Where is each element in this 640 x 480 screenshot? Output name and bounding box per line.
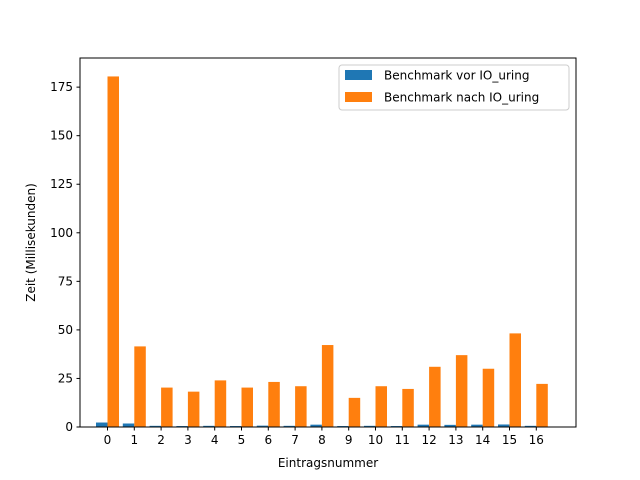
x-tick-label: 15 bbox=[502, 433, 517, 447]
y-axis: 0 25 50 75 100 125 150 175 bbox=[50, 80, 80, 434]
x-tick-label: 2 bbox=[157, 433, 165, 447]
x-tick-label: 7 bbox=[291, 433, 299, 447]
bar-before-16 bbox=[524, 425, 537, 427]
bar-after-7 bbox=[295, 386, 307, 427]
x-tick-label: 6 bbox=[264, 433, 272, 447]
bar-before-14 bbox=[471, 424, 483, 427]
bar-before-4 bbox=[203, 425, 215, 427]
bar-after-12 bbox=[429, 366, 441, 427]
bar-after-15 bbox=[509, 333, 521, 427]
bar-after-2 bbox=[161, 387, 173, 427]
bar-after-3 bbox=[187, 391, 200, 427]
legend-label-before: Benchmark vor IO_uring bbox=[384, 69, 529, 83]
bar-after-11 bbox=[402, 388, 414, 427]
bars-layer bbox=[96, 76, 548, 427]
bar-before-1 bbox=[122, 423, 135, 427]
x-tick-label: 13 bbox=[448, 433, 463, 447]
x-tick-label: 16 bbox=[529, 433, 544, 447]
bar-after-10 bbox=[375, 386, 387, 427]
bar-after-6 bbox=[268, 381, 280, 427]
x-tick-label: 10 bbox=[368, 433, 383, 447]
y-tick-label: 175 bbox=[50, 80, 73, 94]
plot-frame bbox=[79, 57, 577, 428]
x-axis: 0 1 2 3 4 5 6 7 8 9 10 11 12 13 14 15 16 bbox=[104, 427, 544, 447]
bar-after-14 bbox=[482, 368, 495, 427]
y-tick-label: 75 bbox=[58, 274, 73, 288]
bar-before-12 bbox=[417, 424, 430, 427]
legend: Benchmark vor IO_uring Benchmark nach IO… bbox=[338, 64, 570, 111]
x-tick-label: 5 bbox=[238, 433, 246, 447]
y-tick-label: 100 bbox=[50, 226, 73, 240]
legend-label-after: Benchmark nach IO_uring bbox=[384, 91, 539, 105]
bar-after-0 bbox=[107, 76, 119, 427]
bar-after-13 bbox=[455, 355, 468, 427]
x-tick-label: 11 bbox=[395, 433, 410, 447]
bar-before-7 bbox=[283, 425, 296, 427]
x-tick-label: 8 bbox=[318, 433, 326, 447]
bar-after-4 bbox=[214, 380, 227, 427]
x-tick-label: 14 bbox=[475, 433, 490, 447]
bar-before-15 bbox=[498, 424, 510, 427]
y-tick-label: 25 bbox=[58, 371, 73, 385]
bar-after-8 bbox=[321, 345, 334, 427]
bar-after-5 bbox=[241, 387, 253, 427]
bar-before-8 bbox=[310, 424, 322, 427]
bar-before-10 bbox=[364, 425, 376, 427]
x-tick-label: 0 bbox=[104, 433, 112, 447]
bar-before-0 bbox=[96, 422, 108, 427]
bar-before-2 bbox=[149, 425, 162, 427]
y-tick-label: 0 bbox=[65, 420, 73, 434]
x-tick-label: 12 bbox=[421, 433, 436, 447]
legend-frame bbox=[338, 64, 570, 111]
y-tick-label: 150 bbox=[50, 129, 73, 143]
x-tick-label: 9 bbox=[345, 433, 353, 447]
x-tick-label: 4 bbox=[211, 433, 219, 447]
y-tick-label: 125 bbox=[50, 177, 73, 191]
bar-after-16 bbox=[536, 383, 548, 427]
bar-before-6 bbox=[256, 425, 269, 427]
legend-swatch-after bbox=[345, 92, 372, 102]
legend-swatch-before bbox=[345, 70, 372, 80]
x-tick-label: 3 bbox=[184, 433, 192, 447]
y-axis-label: Zeit (Millisekunden) bbox=[24, 183, 38, 302]
bar-before-13 bbox=[444, 424, 456, 427]
bar-after-9 bbox=[348, 397, 361, 427]
bar-after-1 bbox=[134, 346, 146, 427]
y-tick-label: 50 bbox=[58, 323, 73, 337]
x-tick-label: 1 bbox=[130, 433, 138, 447]
x-axis-label: Eintragsnummer bbox=[278, 456, 378, 470]
